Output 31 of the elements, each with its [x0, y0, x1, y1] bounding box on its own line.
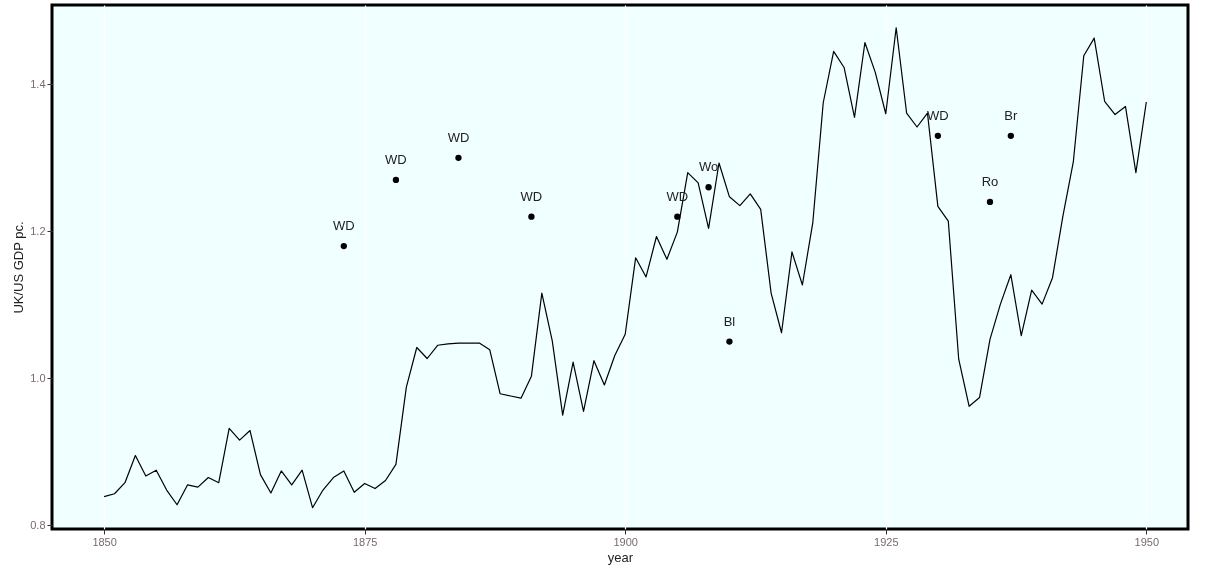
point	[934, 132, 942, 139]
point	[528, 213, 535, 220]
annotation: WD	[332, 218, 355, 234]
point	[674, 213, 681, 220]
y-tick-label: 1.4	[30, 77, 46, 90]
point	[340, 242, 347, 250]
x-axis-title: year	[607, 549, 634, 565]
annotation: WD	[447, 129, 470, 145]
annotation: WD	[520, 188, 543, 204]
point	[986, 198, 994, 206]
x-tick-label: 1850	[92, 535, 117, 548]
point	[726, 338, 733, 345]
annotation: Bl	[723, 313, 736, 329]
x-tick-label: 1900	[613, 535, 638, 548]
x-tick-label: 1925	[874, 535, 899, 548]
y-tick-label: 1.2	[30, 224, 46, 237]
annotation: WD	[927, 107, 949, 123]
y-tick-label: 0.8	[30, 518, 46, 531]
y-tick-label: 1.0	[30, 371, 46, 384]
line-series	[103, 27, 1147, 509]
point	[455, 154, 462, 162]
annotation: Wo	[698, 159, 719, 175]
x-tick-label: 1875	[352, 535, 378, 548]
point	[1007, 132, 1014, 139]
y-axis-title: UK/US GDP pc.	[11, 221, 27, 314]
annotation: Ro	[981, 173, 999, 189]
annotation: WD	[385, 151, 407, 167]
point	[392, 176, 400, 184]
point	[705, 184, 712, 191]
annotation: Br	[1004, 107, 1018, 123]
x-tick-label: 1950	[1134, 535, 1160, 548]
